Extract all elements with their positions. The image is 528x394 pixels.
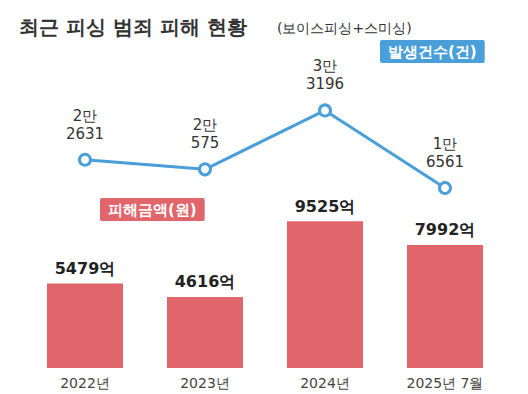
svg-text:(보이스피싱+스미싱): (보이스피싱+스미싱) bbox=[277, 20, 412, 36]
svg-text:7992억: 7992억 bbox=[415, 220, 476, 239]
svg-text:2025년 7월: 2025년 7월 bbox=[407, 375, 484, 391]
svg-text:2631: 2631 bbox=[66, 125, 104, 143]
svg-text:2022년: 2022년 bbox=[60, 375, 110, 391]
svg-text:3만: 3만 bbox=[313, 57, 338, 75]
svg-text:9525억: 9525억 bbox=[295, 197, 356, 216]
svg-text:2만: 2만 bbox=[193, 116, 218, 134]
svg-text:발생건수(건): 발생건수(건) bbox=[388, 43, 477, 61]
svg-text:2024년: 2024년 bbox=[300, 375, 350, 391]
svg-text:최근 피싱 범죄 피해 현황: 최근 피싱 범죄 피해 현황 bbox=[19, 15, 247, 39]
svg-text:피해금액(원): 피해금액(원) bbox=[108, 201, 197, 219]
svg-text:4616억: 4616억 bbox=[175, 272, 236, 291]
svg-text:2023년: 2023년 bbox=[180, 375, 230, 391]
svg-text:6561: 6561 bbox=[426, 153, 464, 171]
svg-text:5479억: 5479억 bbox=[55, 259, 116, 278]
svg-text:1만: 1만 bbox=[433, 135, 458, 153]
svg-text:2만: 2만 bbox=[73, 107, 98, 125]
svg-text:3196: 3196 bbox=[306, 75, 344, 93]
svg-text:575: 575 bbox=[191, 134, 220, 152]
